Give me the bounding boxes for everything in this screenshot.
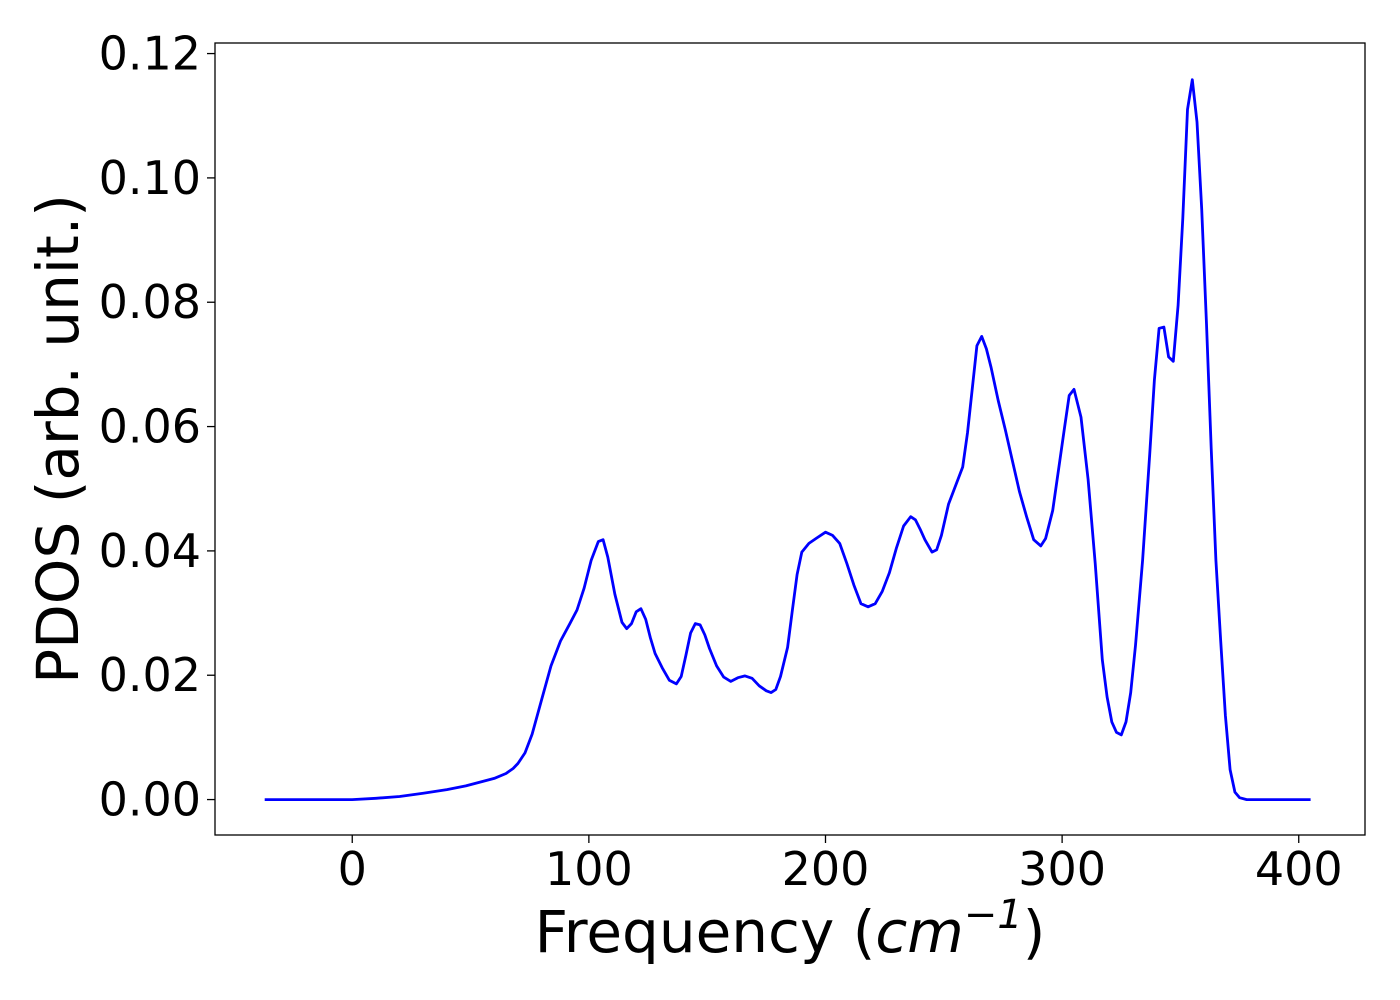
y-axis: 0.00 0.02 0.04 0.06 0.08 0.10 0.12 (99, 27, 215, 827)
x-axis-label-unit: cm (875, 898, 963, 966)
x-tick-label: 100 (545, 842, 633, 896)
y-axis-label: PDOS (arb. unit.) (24, 194, 92, 684)
x-axis-label-suffix: ) (1023, 898, 1046, 966)
x-tick-label: 400 (1255, 842, 1343, 896)
x-axis-label-exponent: −1 (964, 892, 1023, 938)
y-tick-label: 0.08 (99, 275, 201, 329)
y-tick-label: 0.00 (99, 773, 201, 827)
series-line-0 (264, 78, 1311, 801)
x-tick-label: 200 (782, 842, 870, 896)
x-tick-label: 300 (1018, 842, 1106, 896)
y-tick-label: 0.12 (99, 27, 201, 81)
plot-frame (214, 42, 1366, 836)
x-axis-label-prefix: Frequency ( (535, 898, 876, 966)
x-tick-label: 0 (338, 842, 367, 896)
y-tick-label: 0.06 (99, 400, 201, 454)
series-layer (264, 78, 1311, 801)
y-tick-label: 0.02 (99, 648, 201, 702)
x-axis-label: Frequency (cm−1) (535, 892, 1046, 966)
y-tick-label: 0.10 (99, 151, 201, 205)
x-axis: 0 100 200 300 400 (338, 835, 1343, 896)
y-tick-label: 0.04 (99, 524, 201, 578)
